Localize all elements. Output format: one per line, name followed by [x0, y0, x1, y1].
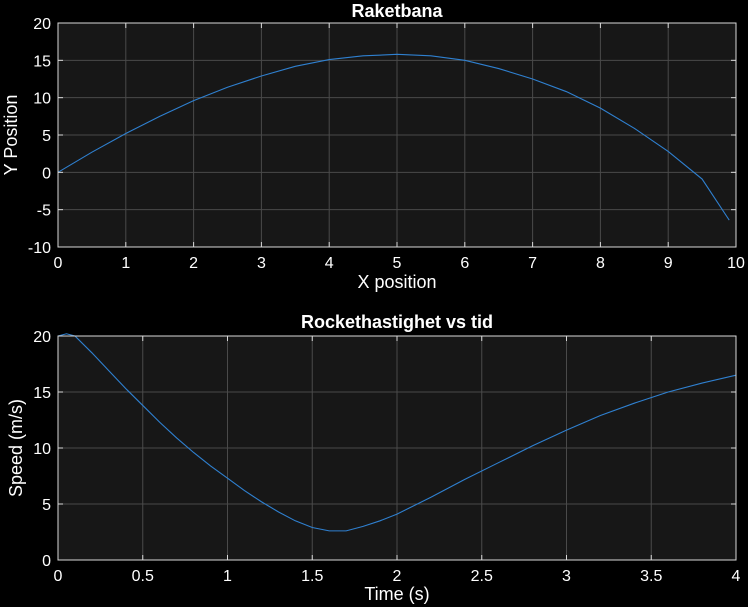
trajectory-x-tick-label-9: 9 — [664, 255, 673, 272]
trajectory-chart: 0 1 2 3 4 5 6 7 8 9 10 -10 -5 0 5 10 15 20 Raketbana X posi… — [1, 1, 745, 292]
trajectory-chart-title: Raketbana — [351, 1, 443, 21]
trajectory-y-tick-label-3: 5 — [42, 128, 51, 145]
speed-series-line-0 — [57, 333, 737, 532]
trajectory-y-tick-label-2: 0 — [42, 165, 51, 182]
speed-chart-title: Rockethastighet vs tid — [301, 312, 493, 332]
trajectory-x-tick-label-5: 5 — [393, 255, 402, 272]
speed-y-tick-label-0: 0 — [42, 553, 51, 570]
trajectory-x-tick-label-10: 10 — [727, 255, 745, 272]
trajectory-y-tick-label-0: -10 — [28, 240, 51, 257]
speed-x-tick-label-8: 4 — [732, 568, 741, 585]
trajectory-series-line-0 — [57, 53, 730, 221]
trajectory-x-tick-label-6: 6 — [460, 255, 469, 272]
speed-y-tick-label-4: 20 — [33, 329, 51, 346]
speed-x-tick-label-1: 0.5 — [132, 568, 154, 585]
speed-x-tick-label-3: 1.5 — [301, 568, 323, 585]
trajectory-x-tick-label-2: 2 — [189, 255, 198, 272]
speed-x-tick-label-6: 3 — [562, 568, 571, 585]
speed-y-axis-label: Speed (m/s) — [6, 399, 26, 497]
trajectory-y-tick-label-4: 10 — [33, 91, 51, 108]
trajectory-x-axis-label: X position — [357, 272, 436, 292]
speed-x-tick-label-0: 0 — [54, 568, 63, 585]
trajectory-x-tick-label-3: 3 — [257, 255, 266, 272]
speed-x-axis-label: Time (s) — [364, 584, 429, 604]
trajectory-x-tick-label-8: 8 — [596, 255, 605, 272]
speed-x-tick-label-2: 1 — [223, 568, 232, 585]
trajectory-x-tick-label-4: 4 — [325, 255, 334, 272]
speed-y-tick-label-3: 15 — [33, 385, 51, 402]
speed-x-tick-label-5: 2.5 — [471, 568, 493, 585]
trajectory-x-tick-label-0: 0 — [54, 255, 63, 272]
speed-x-tick-label-7: 3.5 — [640, 568, 662, 585]
speed-chart: 0 0.5 1 1.5 2 2.5 3 3.5 4 0 5 10 15 20 Rockethastighet… — [6, 312, 741, 604]
trajectory-y-tick-label-5: 15 — [33, 53, 51, 70]
speed-y-tick-label-2: 10 — [33, 441, 51, 458]
speed-y-tick-label-1: 5 — [42, 497, 51, 514]
trajectory-y-axis-label: Y Position — [1, 95, 21, 176]
trajectory-x-tick-label-7: 7 — [528, 255, 537, 272]
speed-x-tick-label-4: 2 — [393, 568, 402, 585]
trajectory-y-tick-label-6: 20 — [33, 16, 51, 33]
trajectory-x-tick-label-1: 1 — [121, 255, 130, 272]
trajectory-y-tick-label-1: -5 — [37, 203, 51, 220]
